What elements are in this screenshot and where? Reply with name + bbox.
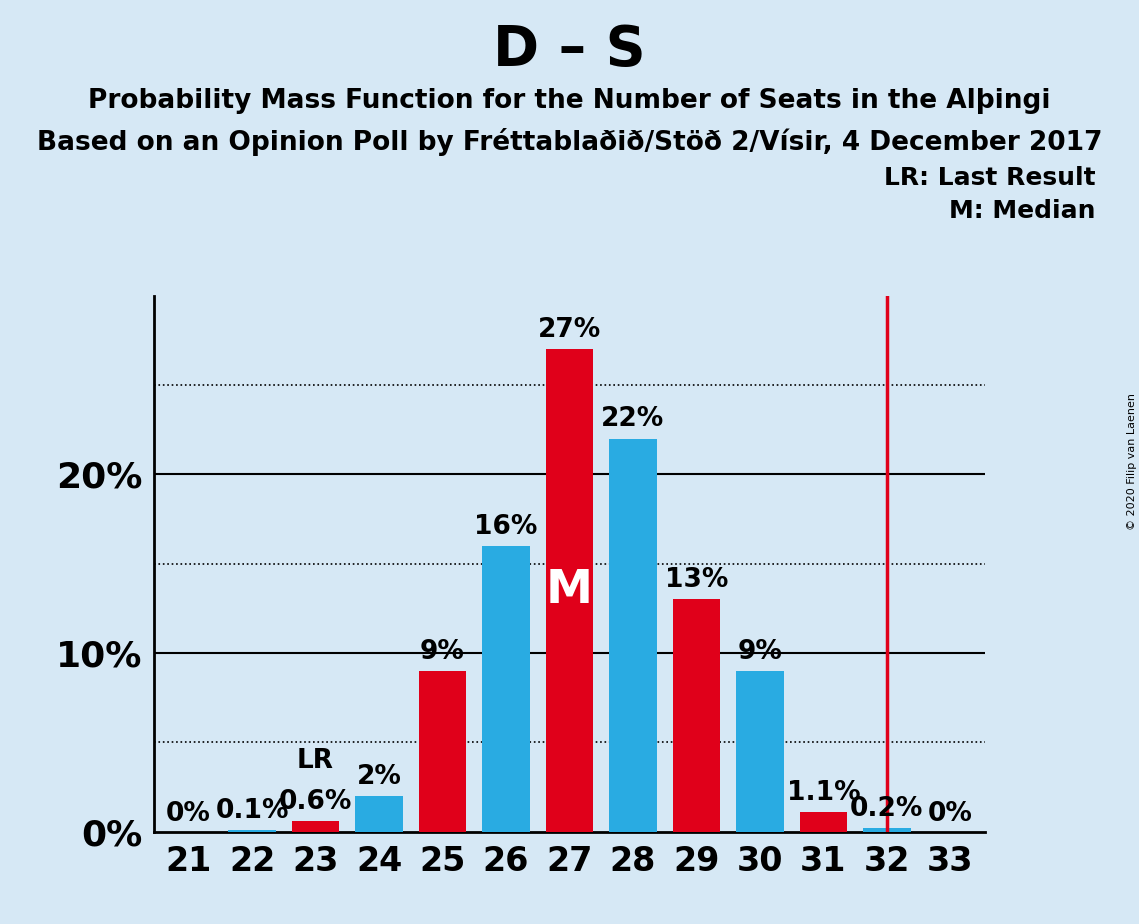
Text: 0.1%: 0.1%	[215, 797, 289, 823]
Text: 1.1%: 1.1%	[787, 780, 860, 806]
Text: M: Median: M: Median	[949, 199, 1096, 223]
Bar	[228, 830, 276, 832]
Text: 27%: 27%	[538, 317, 601, 343]
Bar	[673, 600, 720, 832]
Bar	[292, 821, 339, 832]
Text: 9%: 9%	[737, 638, 782, 664]
Bar	[546, 349, 593, 832]
Text: 0%: 0%	[166, 801, 211, 827]
Text: 2%: 2%	[357, 763, 402, 790]
Text: 0.6%: 0.6%	[279, 788, 352, 815]
Text: 9%: 9%	[420, 638, 465, 664]
Text: LR: LR	[297, 748, 334, 774]
Bar	[736, 671, 784, 832]
Text: M: M	[546, 568, 593, 613]
Text: LR: Last Result: LR: Last Result	[884, 166, 1096, 190]
Text: D – S: D – S	[493, 23, 646, 77]
Text: Based on an Opinion Poll by Fréttablaðið/Stöð 2/Vísir, 4 December 2017: Based on an Opinion Poll by Fréttablaðið…	[36, 128, 1103, 155]
Text: 0.2%: 0.2%	[850, 796, 924, 821]
Text: 22%: 22%	[601, 407, 664, 432]
Text: 16%: 16%	[474, 514, 538, 540]
Bar	[482, 546, 530, 832]
Text: 0%: 0%	[928, 801, 973, 827]
Bar	[419, 671, 466, 832]
Bar	[609, 439, 657, 832]
Text: © 2020 Filip van Laenen: © 2020 Filip van Laenen	[1126, 394, 1137, 530]
Bar	[800, 812, 847, 832]
Bar	[355, 796, 403, 832]
Text: 13%: 13%	[665, 567, 728, 593]
Text: Probability Mass Function for the Number of Seats in the Alþingi: Probability Mass Function for the Number…	[88, 88, 1051, 114]
Bar	[863, 828, 911, 832]
